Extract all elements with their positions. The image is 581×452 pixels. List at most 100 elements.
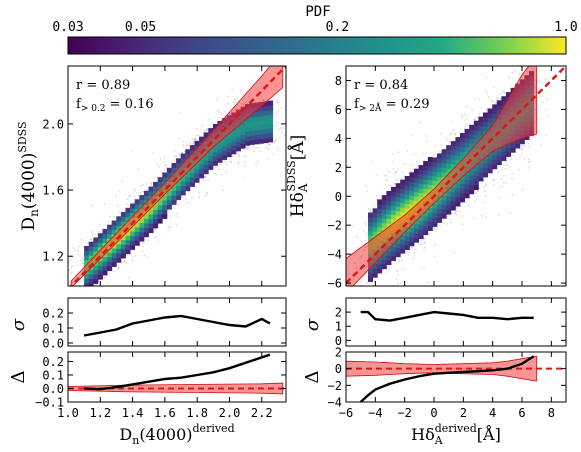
density-cell — [125, 240, 131, 245]
density-cell — [130, 244, 136, 250]
density-cell — [139, 195, 145, 201]
scatter-point — [492, 184, 495, 187]
scatter-point — [81, 262, 84, 265]
x-tick-label: 8 — [548, 406, 555, 420]
scatter-point — [483, 190, 486, 193]
scatter-point — [478, 187, 481, 190]
scatter-point — [519, 155, 521, 158]
density-cell — [469, 170, 475, 176]
density-cell — [166, 195, 172, 201]
scatter-point — [273, 141, 276, 144]
density-cell — [469, 175, 475, 181]
scatter-point — [255, 162, 258, 165]
scatter-point — [234, 99, 236, 102]
density-cell — [148, 228, 154, 233]
density-cell — [418, 192, 424, 198]
density-cell — [171, 190, 177, 196]
density-cell — [418, 215, 424, 221]
density-cell — [212, 151, 218, 157]
density-cell — [381, 204, 387, 210]
density-cell — [395, 238, 401, 244]
scatter-point — [401, 259, 403, 262]
density-cell — [368, 267, 373, 273]
scatter-point — [232, 101, 235, 104]
scatter-point — [411, 246, 413, 249]
scatter-point — [196, 128, 198, 130]
density-cell — [258, 115, 264, 121]
density-cell — [180, 176, 186, 182]
scatter-point — [240, 89, 242, 92]
density-cell — [395, 183, 401, 189]
density-cell — [208, 160, 214, 166]
density-cell — [153, 181, 159, 187]
density-cell — [134, 222, 140, 228]
density-cell — [212, 146, 218, 152]
density-cell — [194, 177, 200, 183]
scatter-point — [112, 270, 115, 273]
scatter-point — [447, 215, 449, 218]
scatter-point — [365, 274, 367, 277]
density-cell — [372, 226, 378, 232]
density-cell — [368, 212, 373, 218]
scatter-point — [139, 191, 142, 194]
scatter-point — [289, 103, 291, 105]
density-cell — [409, 190, 415, 196]
scatter-point — [291, 98, 293, 100]
density-cell — [157, 177, 163, 183]
density-cell — [483, 172, 488, 178]
density-cell — [400, 184, 406, 190]
scatter-point — [93, 234, 96, 237]
density-cell — [231, 135, 237, 141]
density-cell — [404, 199, 410, 204]
density-cell — [377, 208, 383, 214]
density-cell — [116, 216, 122, 222]
scatter-point — [365, 223, 368, 226]
scatter-point — [214, 166, 217, 168]
right-stat-f: f> 2Å = 0.29 — [354, 97, 430, 114]
density-cell — [441, 153, 447, 159]
density-cell — [111, 261, 117, 267]
scatter-point — [142, 250, 144, 253]
scatter-point — [150, 183, 153, 186]
density-cell — [414, 182, 419, 188]
scatter-point — [163, 156, 166, 159]
scatter-point — [393, 182, 396, 185]
density-cell — [372, 263, 378, 269]
density-cell — [125, 217, 131, 222]
left-xlabel: Dn(4000)derived — [119, 422, 234, 447]
density-cell — [381, 218, 387, 224]
scatter-point — [423, 249, 425, 251]
scatter-point — [436, 227, 439, 230]
scatter-point — [500, 169, 503, 172]
scatter-point — [142, 190, 144, 193]
density-cell — [194, 173, 200, 179]
density-cell — [400, 179, 406, 185]
y-tick-label: 0.2 — [42, 355, 64, 369]
scatter-point — [473, 117, 476, 120]
density-cell — [446, 163, 452, 169]
x-tick-label: 1.6 — [154, 406, 176, 420]
scatter-point — [257, 160, 259, 163]
density-cell — [254, 130, 260, 136]
scatter-point — [398, 258, 401, 261]
scatter-point — [449, 218, 452, 221]
density-cell — [455, 150, 461, 156]
density-cell — [483, 163, 488, 169]
density-cell — [487, 168, 493, 174]
density-cell — [107, 229, 113, 235]
scatter-point — [373, 205, 376, 208]
density-cell — [231, 130, 237, 136]
density-cell — [97, 270, 103, 275]
density-cell — [157, 204, 163, 210]
scatter-point — [505, 161, 507, 164]
x-tick-label: −2 — [397, 406, 411, 420]
right-delta-panel: −4−202−6 −4 −2 0 2 4 6 8 Δ HδAderived[Å] — [302, 346, 567, 447]
scatter-point — [387, 170, 390, 173]
density-cell — [492, 113, 498, 119]
scatter-point — [197, 134, 200, 136]
scatter-point — [533, 135, 536, 138]
scatter-point — [192, 143, 194, 145]
scatter-point — [180, 151, 183, 154]
density-cell — [446, 159, 452, 164]
density-cell — [464, 184, 470, 190]
